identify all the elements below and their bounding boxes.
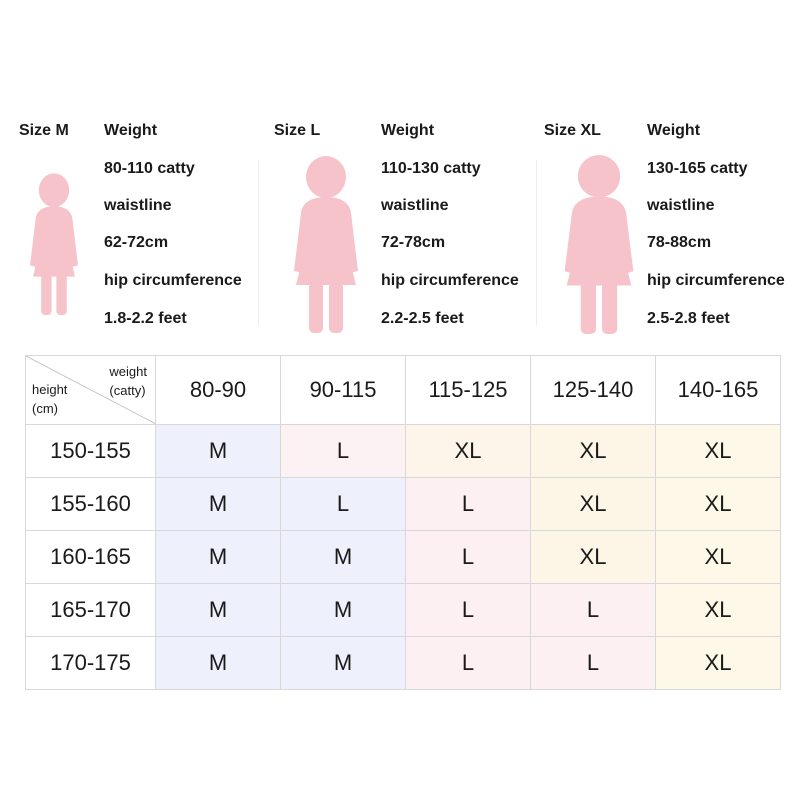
size-cell: L [530, 583, 656, 637]
table-row: 170-175 M M L L XL [25, 636, 781, 690]
height-row-header: 160-165 [25, 530, 156, 584]
size-cell: M [155, 477, 281, 531]
weight-value: 110-130 catty [381, 160, 481, 177]
table-row: 165-170 M M L L XL [25, 583, 781, 637]
woman-figure-icon [30, 173, 78, 315]
weight-value: 130-165 catty [647, 160, 748, 177]
size-cell: XL [530, 477, 656, 531]
size-label: Size L [274, 122, 321, 139]
size-xl-profile: Size XL Weight 130-165 catty waistline 7… [522, 0, 792, 340]
size-cell: XL [655, 530, 781, 584]
size-cell: XL [655, 477, 781, 531]
height-row-header: 170-175 [25, 636, 156, 690]
waistline-heading: waistline [381, 197, 449, 214]
height-row-header: 165-170 [25, 583, 156, 637]
height-row-header: 155-160 [25, 477, 156, 531]
weight-heading: Weight [104, 122, 158, 139]
waistline-value: 62-72cm [104, 234, 169, 251]
weight-column-header: 90-115 [280, 355, 406, 425]
size-label: Size XL [544, 122, 601, 139]
table-row: 155-160 M L L XL XL [25, 477, 781, 531]
weight-axis-line: weight [109, 364, 147, 379]
size-cell: M [280, 583, 406, 637]
size-cell: L [405, 530, 531, 584]
size-m-profile: Size M Weight 80-110 catty waistline 62-… [0, 0, 270, 340]
size-cell: M [155, 583, 281, 637]
waistline-value: 78-88cm [647, 234, 712, 251]
weight-column-header: 115-125 [405, 355, 531, 425]
weight-column-header: 80-90 [155, 355, 281, 425]
size-cell: XL [655, 636, 781, 690]
height-axis-line: height [32, 382, 68, 397]
profile-divider [536, 160, 537, 325]
size-cell: XL [655, 583, 781, 637]
hip-heading: hip circumference [381, 272, 519, 289]
size-cell: M [155, 424, 281, 478]
size-cell: L [280, 477, 406, 531]
size-cell: XL [655, 424, 781, 478]
waistline-value: 72-78cm [381, 234, 446, 251]
table-corner-cell: weight (catty) height (cm) [25, 355, 156, 425]
size-chart-table: weight (catty) height (cm) 80-90 90-115 … [25, 355, 781, 690]
height-axis-label: height (cm) [32, 380, 67, 418]
size-cell: L [530, 636, 656, 690]
hip-value: 2.5-2.8 feet [647, 310, 730, 327]
weight-axis-label: weight (catty) [109, 362, 147, 400]
waistline-heading: waistline [647, 197, 715, 214]
height-axis-unit: (cm) [32, 401, 58, 416]
weight-column-header: 140-165 [655, 355, 781, 425]
hip-heading: hip circumference [104, 272, 242, 289]
hip-value: 2.2-2.5 feet [381, 310, 464, 327]
profile-divider [258, 160, 259, 325]
woman-figure-icon [564, 155, 634, 334]
size-cell: XL [530, 530, 656, 584]
weight-heading: Weight [381, 122, 435, 139]
size-cell: XL [405, 424, 531, 478]
woman-figure-icon [294, 156, 358, 333]
size-cell: M [280, 530, 406, 584]
hip-heading: hip circumference [647, 272, 785, 289]
size-l-profile: Size L Weight 110-130 catty waistline 72… [258, 0, 528, 340]
table-row: 150-155 M L XL XL XL [25, 424, 781, 478]
size-cell: L [405, 636, 531, 690]
size-cell: XL [530, 424, 656, 478]
weight-value: 80-110 catty [104, 160, 195, 177]
weight-heading: Weight [647, 122, 701, 139]
table-header-row: weight (catty) height (cm) 80-90 90-115 … [25, 355, 781, 425]
corner-diagonal-line [26, 356, 156, 424]
table-row: 160-165 M M L XL XL [25, 530, 781, 584]
waistline-heading: waistline [104, 197, 172, 214]
size-cell: L [405, 477, 531, 531]
size-cell: L [280, 424, 406, 478]
size-label: Size M [19, 122, 69, 139]
size-cell: M [280, 636, 406, 690]
weight-column-header: 125-140 [530, 355, 656, 425]
size-cell: M [155, 530, 281, 584]
weight-axis-unit: (catty) [109, 383, 146, 398]
height-row-header: 150-155 [25, 424, 156, 478]
size-cell: L [405, 583, 531, 637]
hip-value: 1.8-2.2 feet [104, 310, 187, 327]
size-cell: M [155, 636, 281, 690]
